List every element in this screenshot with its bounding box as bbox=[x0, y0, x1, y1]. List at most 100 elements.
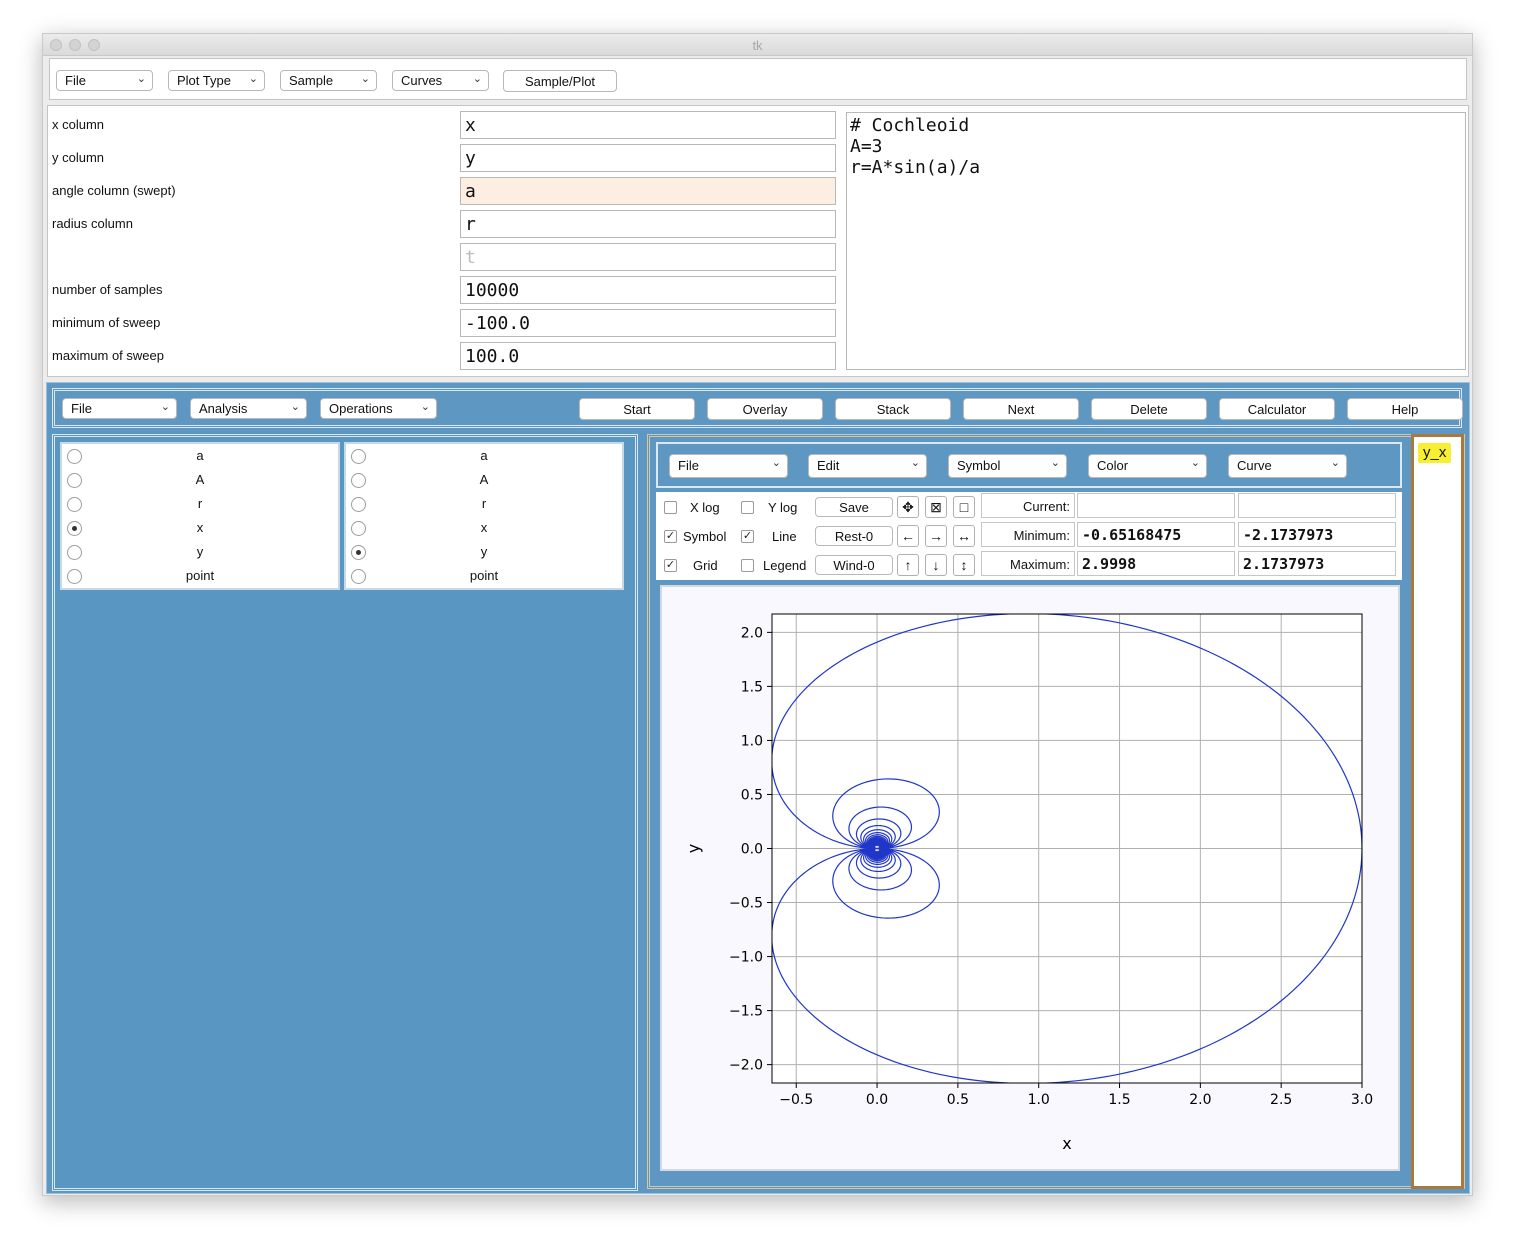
line-checkbox[interactable]: ✓ bbox=[741, 530, 754, 543]
radio-button[interactable] bbox=[67, 545, 82, 560]
plot-file-menu[interactable]: File ⌄ bbox=[669, 454, 788, 478]
minimum-y-value[interactable]: -2.1737973 bbox=[1238, 522, 1396, 547]
plot-frame bbox=[771, 613, 1363, 1084]
max-sweep-label: maximum of sweep bbox=[52, 348, 164, 363]
radio-button[interactable] bbox=[67, 449, 82, 464]
radio-button[interactable] bbox=[351, 449, 366, 464]
x-tick-label: 0.5 bbox=[947, 1092, 969, 1108]
samples-input[interactable]: 10000 bbox=[460, 276, 836, 304]
maximum-label: Maximum: bbox=[981, 551, 1075, 576]
minimum-x-value[interactable]: -0.65168475 bbox=[1077, 522, 1235, 547]
column-selector-panel: a A r x y point a A r x y point bbox=[52, 434, 638, 1191]
delete-button[interactable]: Delete bbox=[1091, 398, 1207, 420]
max-sweep-input[interactable]: 100.0 bbox=[460, 342, 836, 370]
y-option-x[interactable]: x bbox=[346, 516, 622, 540]
x-option-x[interactable]: x bbox=[62, 516, 338, 540]
plot-color-menu[interactable]: Color ⌄ bbox=[1088, 454, 1207, 478]
calculator-button[interactable]: Calculator bbox=[1219, 398, 1335, 420]
wind-button[interactable]: Wind-0 bbox=[815, 555, 893, 575]
save-button[interactable]: Save bbox=[815, 497, 893, 517]
chevron-down-icon: ⌄ bbox=[160, 401, 170, 413]
chevron-down-icon: ⌄ bbox=[1050, 457, 1060, 469]
analysis-file-menu[interactable]: File ⌄ bbox=[62, 398, 177, 419]
square-icon[interactable]: □ bbox=[953, 496, 975, 518]
y-column-list: a A r x y point bbox=[344, 442, 624, 590]
plot-canvas[interactable]: −0.5 0.0 0.5 1.0 1.5 2.0 2.5 3.0 −2.0 −1.5 −1.0 −0.… bbox=[660, 585, 1400, 1171]
xlog-label: X log bbox=[690, 500, 720, 515]
radio-button-selected[interactable] bbox=[351, 545, 366, 560]
ylog-checkbox[interactable] bbox=[741, 501, 754, 514]
stack-button[interactable]: Stack bbox=[835, 398, 951, 420]
radius-column-input[interactable]: r bbox=[460, 210, 836, 238]
min-sweep-input[interactable]: -100.0 bbox=[460, 309, 836, 337]
radio-button[interactable] bbox=[67, 569, 82, 584]
radio-button[interactable] bbox=[67, 497, 82, 512]
sample-plot-button[interactable]: Sample/Plot bbox=[503, 70, 617, 92]
y-option-point[interactable]: point bbox=[346, 564, 622, 588]
radio-button[interactable] bbox=[67, 473, 82, 488]
x-option-r[interactable]: r bbox=[62, 492, 338, 516]
title-bar[interactable]: tk bbox=[43, 34, 1472, 56]
y-option-y[interactable]: y bbox=[346, 540, 622, 564]
rest-button[interactable]: Rest-0 bbox=[815, 526, 893, 546]
y-column-input[interactable]: y bbox=[460, 144, 836, 172]
plot-panel: File ⌄ Edit ⌄ Symbol ⌄ Color ⌄ Curve ⌄ X log … bbox=[647, 434, 1465, 1189]
radio-button[interactable] bbox=[351, 569, 366, 584]
maximum-x-value[interactable]: 2.9998 bbox=[1077, 551, 1235, 576]
x-option-a[interactable]: a bbox=[62, 444, 338, 468]
grid-label: Grid bbox=[693, 558, 718, 573]
radio-button[interactable] bbox=[351, 473, 366, 488]
angle-column-input[interactable]: a bbox=[460, 177, 836, 205]
ylog-label: Y log bbox=[768, 500, 798, 515]
minimize-window-icon[interactable] bbox=[69, 39, 81, 51]
zoom-window-icon[interactable] bbox=[88, 39, 100, 51]
start-button[interactable]: Start bbox=[579, 398, 695, 420]
arrow-down-icon[interactable]: ↓ bbox=[925, 554, 947, 576]
equation-editor[interactable]: # Cochleoid A=3 r=A*sin(a)/a bbox=[846, 112, 1466, 370]
sample-menu[interactable]: Sample ⌄ bbox=[280, 70, 377, 91]
x-column-label: x column bbox=[52, 117, 105, 132]
top-toolbar: File ⌄ Plot Type ⌄ Sample ⌄ Curves ⌄ Sample/… bbox=[49, 58, 1467, 100]
next-button[interactable]: Next bbox=[963, 398, 1079, 420]
expand-horizontal-icon[interactable]: ↔ bbox=[953, 525, 975, 547]
analysis-menu[interactable]: Analysis ⌄ bbox=[190, 398, 307, 419]
pan-all-icon[interactable]: ✥ bbox=[897, 496, 919, 518]
zoom-box-icon[interactable]: ⊠ bbox=[925, 496, 947, 518]
symbol-checkbox[interactable]: ✓ bbox=[664, 530, 677, 543]
overlay-button[interactable]: Overlay bbox=[707, 398, 823, 420]
maximum-y-value[interactable]: 2.1737973 bbox=[1238, 551, 1396, 576]
operations-menu[interactable]: Operations ⌄ bbox=[320, 398, 437, 419]
y-option-a[interactable]: a bbox=[346, 444, 622, 468]
chart-svg[interactable]: −0.5 0.0 0.5 1.0 1.5 2.0 2.5 3.0 −2.0 −1.5 −1.0 −0.… bbox=[662, 587, 1398, 1169]
plot-type-menu[interactable]: Plot Type ⌄ bbox=[168, 70, 265, 91]
line-label: Line bbox=[772, 529, 797, 544]
arrow-left-icon[interactable]: ← bbox=[897, 525, 919, 547]
radio-button[interactable] bbox=[351, 497, 366, 512]
x-axis-label: x bbox=[1062, 1134, 1071, 1153]
radio-button-selected[interactable] bbox=[67, 521, 82, 536]
curves-menu[interactable]: Curves ⌄ bbox=[392, 70, 489, 91]
plot-symbol-menu[interactable]: Symbol ⌄ bbox=[948, 454, 1067, 478]
curve-tag[interactable]: y_x bbox=[1418, 443, 1452, 463]
x-option-point[interactable]: point bbox=[62, 564, 338, 588]
radio-button[interactable] bbox=[351, 521, 366, 536]
plot-edit-menu[interactable]: Edit ⌄ bbox=[808, 454, 927, 478]
xlog-checkbox[interactable] bbox=[664, 501, 677, 514]
y-option-A[interactable]: A bbox=[346, 468, 622, 492]
help-button[interactable]: Help bbox=[1347, 398, 1463, 420]
samples-label: number of samples bbox=[52, 282, 163, 297]
arrow-right-icon[interactable]: → bbox=[925, 525, 947, 547]
grid-checkbox[interactable]: ✓ bbox=[664, 559, 677, 572]
file-menu[interactable]: File ⌄ bbox=[56, 70, 153, 91]
x-option-A[interactable]: A bbox=[62, 468, 338, 492]
x-option-y[interactable]: y bbox=[62, 540, 338, 564]
arrow-up-icon[interactable]: ↑ bbox=[897, 554, 919, 576]
y-option-r[interactable]: r bbox=[346, 492, 622, 516]
chevron-down-icon: ⌄ bbox=[290, 401, 300, 413]
expand-vertical-icon[interactable]: ↕ bbox=[953, 554, 975, 576]
y-tick-label: 1.0 bbox=[741, 733, 763, 749]
plot-curve-menu[interactable]: Curve ⌄ bbox=[1228, 454, 1347, 478]
close-window-icon[interactable] bbox=[50, 39, 62, 51]
x-column-input[interactable]: x bbox=[460, 111, 836, 139]
legend-checkbox[interactable] bbox=[741, 559, 754, 572]
